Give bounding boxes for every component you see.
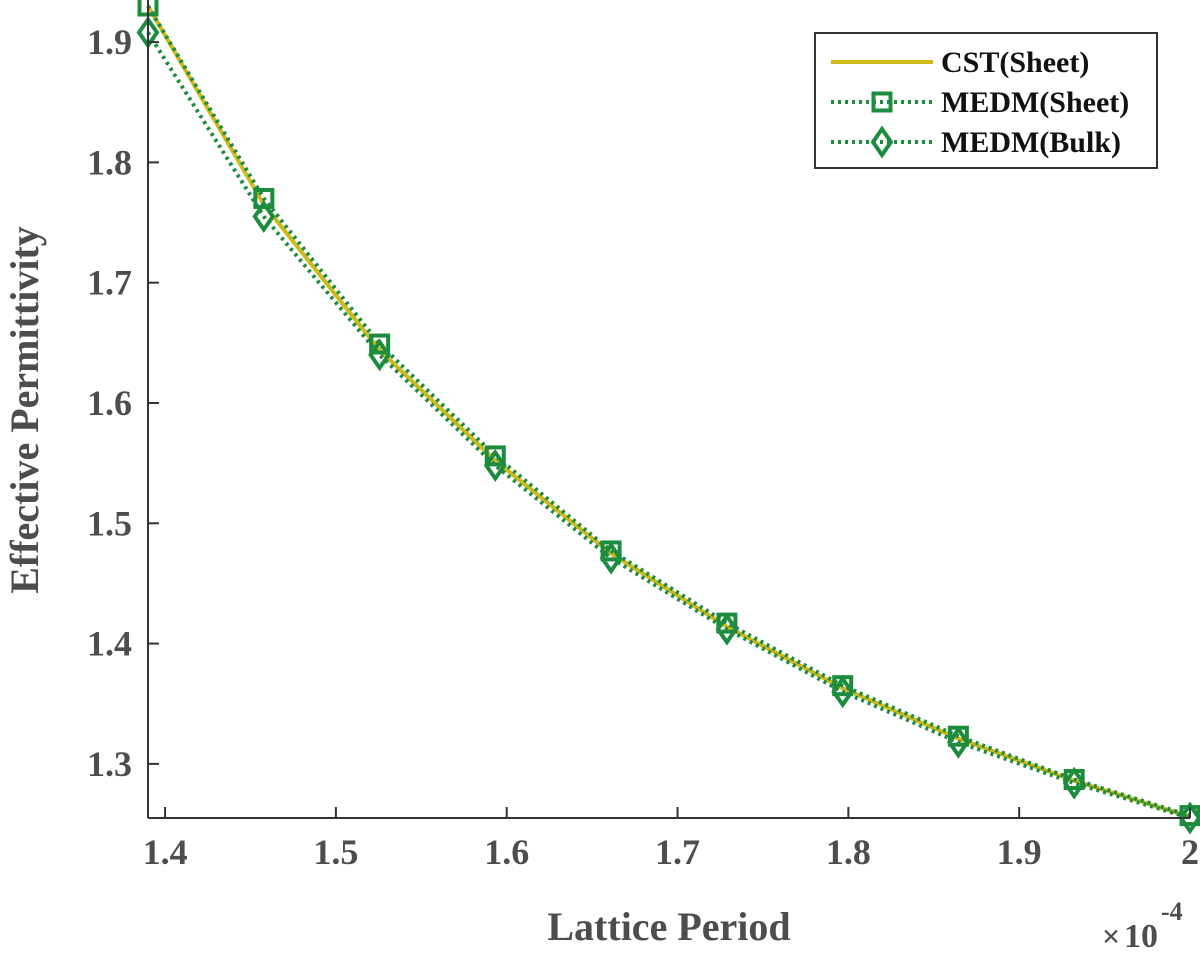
series-2-marker-5 <box>715 612 739 646</box>
axes-layer: 1.4 1.5 1.6 1.7 1.8 1.9 2 1.3 1.4 1.5 1.6 1.7 1.8 1.9 <box>87 0 1199 872</box>
plot-layer <box>136 0 1200 835</box>
x-exponent-base: 10 <box>1124 918 1158 955</box>
series-2-marker-6 <box>831 675 855 709</box>
legend-marker-2 <box>870 125 894 159</box>
y-tick-label-6: 1.9 <box>87 22 132 62</box>
y-tick-label-3: 1.6 <box>87 383 132 423</box>
series-2-marker-7 <box>946 725 970 759</box>
x-exponent-label: × 10 -4 <box>1102 897 1183 955</box>
x-tick-label-6: 2 <box>1181 832 1199 872</box>
x-exponent-power: -4 <box>1161 897 1183 926</box>
series-2-marker-1 <box>252 200 276 234</box>
x-axis-title: Lattice Period <box>547 904 790 949</box>
series-2-marker-2 <box>368 338 392 372</box>
legend-marker-1 <box>871 91 893 113</box>
series-line-1 <box>146 4 1191 818</box>
y-tick-label-2: 1.5 <box>87 503 132 543</box>
y-tick-label-1: 1.4 <box>87 624 132 664</box>
series-1-marker-2 <box>369 333 391 355</box>
legend-label-2: MEDM(Bulk) <box>941 126 1121 159</box>
x-tick-label-4: 1.8 <box>826 832 871 872</box>
y-axis-title: Effective Permittivity <box>2 226 47 594</box>
y-tick-label-0: 1.3 <box>87 744 132 784</box>
legend-label-0: CST(Sheet) <box>941 46 1089 79</box>
x-exponent-times: × <box>1102 918 1120 954</box>
x-tick-label-3: 1.7 <box>655 832 700 872</box>
y-tick-label-5: 1.8 <box>87 142 132 182</box>
series-2-marker-3 <box>483 449 507 483</box>
series-2-marker-9 <box>1178 801 1200 835</box>
series-2-marker-8 <box>1062 766 1086 800</box>
x-tick-label-1: 1.5 <box>313 832 358 872</box>
legend: CST(Sheet) MEDM(Sheet) MEDM(Bulk) <box>814 32 1158 169</box>
series-1-marker-3 <box>484 445 506 467</box>
x-tick-label-2: 1.6 <box>484 832 529 872</box>
y-tick-label-4: 1.7 <box>87 263 132 303</box>
x-tick-label-0: 1.4 <box>143 832 188 872</box>
x-tick-label-5: 1.9 <box>997 832 1042 872</box>
legend-label-1: MEDM(Sheet) <box>941 86 1129 119</box>
series-2-marker-4 <box>599 541 623 575</box>
